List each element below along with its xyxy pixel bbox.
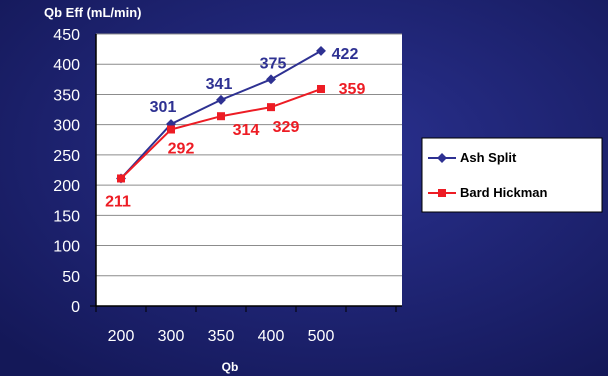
grid-lines: [90, 33, 402, 307]
y-tick-label: 150: [53, 208, 80, 225]
legend-box: [421, 137, 603, 213]
data-label-bard-hickman-200: 211: [105, 193, 131, 210]
y-tick-label: 50: [62, 269, 80, 286]
y-axis-ticks: 0 50 100 150 200 250 300 350 400 450: [53, 27, 80, 316]
point-bard-hickman-300: [167, 125, 175, 134]
data-label-bard-hickman-350: 314: [233, 122, 260, 139]
point-bard-hickman-200: [117, 174, 125, 183]
y-tick-label: 200: [53, 178, 80, 195]
legend-label-ash-split: Ash Split: [460, 150, 517, 165]
data-label-ash-split-500: 422: [332, 46, 359, 63]
y-tick-label: 400: [53, 57, 80, 74]
point-bard-hickman-500: [317, 85, 325, 94]
data-label-bard-hickman-400: 329: [273, 119, 300, 136]
legend-marker-bard-hickman: [438, 189, 446, 197]
x-tick-label-500: 500: [308, 328, 335, 345]
y-tick-label: 100: [53, 239, 80, 256]
data-label-bard-hickman-500: 359: [339, 81, 366, 98]
y-tick-label: 250: [53, 148, 80, 165]
x-tick-label-300: 300: [158, 328, 185, 345]
legend: Ash Split Bard Hickman: [421, 137, 603, 213]
y-tick-label: 450: [53, 27, 80, 44]
point-bard-hickman-400: [267, 103, 275, 112]
data-labels: 301 341 375 422 211 292 314 329 359: [105, 46, 365, 211]
series-group: [116, 45, 326, 184]
x-tick-label-400: 400: [258, 328, 285, 345]
data-label-bard-hickman-300: 292: [168, 141, 195, 158]
y-tick-label: 0: [71, 299, 80, 316]
legend-marker-ash-split: [437, 153, 447, 163]
legend-label-bard-hickman: Bard Hickman: [460, 185, 547, 200]
y-axis-label: Qb Eff (mL/min): [44, 5, 142, 20]
x-tick-label-350: 350: [208, 328, 235, 345]
y-tick-label: 350: [53, 87, 80, 104]
x-axis-label: Qb: [222, 360, 239, 374]
data-label-ash-split-300: 301: [150, 99, 177, 116]
data-label-ash-split-400: 375: [260, 55, 287, 72]
point-bard-hickman-350: [217, 112, 225, 121]
point-ash-split-350: [216, 94, 226, 105]
data-label-ash-split-350: 341: [206, 76, 233, 93]
plot-area: [96, 34, 402, 306]
x-tick-label-200: 200: [108, 328, 135, 345]
y-tick-label: 300: [53, 118, 80, 135]
x-axis-ticks: 200 300 350 400 500: [95, 306, 397, 345]
